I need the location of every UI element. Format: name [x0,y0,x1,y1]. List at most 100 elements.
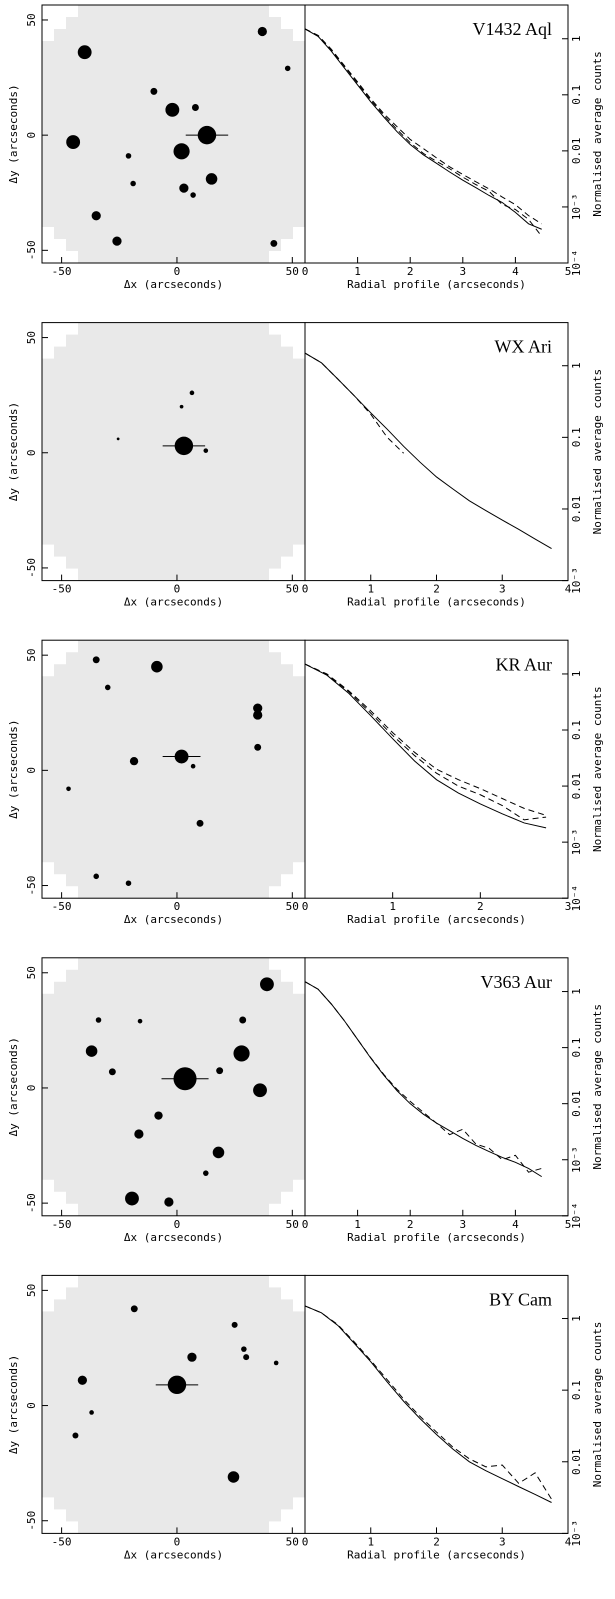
star [130,1305,138,1313]
x-tick-label: -50 [52,1535,72,1548]
star [187,1352,197,1362]
y-tick-label: 1 [570,988,583,995]
y-tick-label: 10⁻⁴ [570,1203,583,1230]
profile-line [304,28,542,230]
x-axis-label: Δx (arcseconds) [124,1231,223,1244]
x-tick-label: 50 [286,1535,299,1548]
star [92,656,100,664]
y-tick-label: 10⁻³ [570,829,583,856]
y-tick-label: 10⁻³ [570,1146,583,1173]
image-field [42,957,305,1216]
star [95,1017,102,1023]
y-tick-label: 0.1 [570,1380,583,1400]
star [164,1197,174,1207]
y-tick-label: 10⁻³ [570,1520,583,1547]
y-axis-label: Δy (arcseconds) [7,84,20,183]
plot-area [304,957,569,1217]
star [260,977,274,992]
star [137,1018,143,1024]
y-tick-label: 50 [25,1284,38,1297]
plot-area [304,322,569,582]
y-tick-label: 1 [570,35,583,42]
x-axis-label: Δx (arcseconds) [124,913,223,926]
profile-line [304,28,543,237]
y-tick-label: 0.01 [570,773,583,800]
y-tick-label: -50 [25,1511,38,1531]
x-tick-label: 2 [407,1218,414,1231]
star [134,1129,144,1139]
y-axis-label: Δy (arcseconds) [7,1355,20,1454]
star [205,173,218,185]
x-tick-label: 4 [512,265,519,278]
x-tick-label: 3 [459,1218,466,1231]
x-tick-label: 0 [302,1218,309,1231]
x-tick-label: 2 [433,1535,440,1548]
x-tick-label: 0 [174,1218,181,1231]
y-tick-label: 10⁻⁴ [570,250,583,277]
image-field [42,5,305,263]
y-tick-label: 0.1 [570,427,583,447]
x-tick-label: 3 [499,583,506,596]
profile-line [304,1305,552,1503]
y-axis-label: Normalised average counts [591,369,604,535]
x-tick-label: 1 [367,583,374,596]
x-tick-label: 5 [565,265,572,278]
x-tick-label: 0 [174,265,181,278]
x-tick-label: 2 [407,265,414,278]
star [125,880,132,886]
y-tick-label: 10⁻³ [570,567,583,594]
x-tick-label: 0 [174,900,181,913]
x-tick-label: 4 [565,1535,572,1548]
chart-title: V1432 Aql [472,19,552,39]
star [190,763,196,769]
chart-title: WX Ari [495,337,553,357]
star [91,211,101,221]
y-tick-label: 10⁻³ [570,194,583,221]
x-tick-label: 1 [354,1218,361,1231]
y-tick-label: 0 [25,1085,38,1092]
star [72,1432,79,1439]
x-tick-label: -50 [52,265,72,278]
plot-area [304,639,569,899]
y-tick-label: -50 [25,558,38,578]
x-tick-label: 0 [302,900,309,913]
x-tick-label: 1 [389,900,396,913]
image-field [42,640,305,899]
y-tick-label: -50 [25,876,38,896]
x-axis-label: Δx (arcseconds) [124,278,223,291]
star [125,1191,139,1206]
x-tick-label: 50 [286,1218,299,1231]
star [212,1146,225,1159]
x-tick-label: 2 [477,900,484,913]
star [93,873,99,880]
x-axis-label: Radial profile (arcseconds) [347,1231,526,1244]
star [129,756,139,766]
star [239,1016,247,1024]
x-tick-label: 0 [302,583,309,596]
star [125,153,132,159]
star [179,404,184,409]
star [108,1068,116,1076]
y-tick-label: 0.1 [570,1038,583,1058]
y-tick-label: 0 [25,767,38,774]
y-tick-label: 0.01 [570,138,583,165]
y-tick-label: 50 [25,331,38,344]
profile-line [304,1305,552,1500]
y-tick-label: -50 [25,1193,38,1213]
y-tick-label: 0.1 [570,720,583,740]
y-tick-label: 0.01 [570,496,583,523]
y-axis-label: Normalised average counts [591,686,604,852]
profile-line [304,352,404,454]
y-tick-label: 50 [25,13,38,26]
stars [66,656,263,886]
star [165,102,180,117]
star [151,660,163,673]
star [231,1321,238,1328]
star [154,1111,163,1120]
star [66,786,71,792]
y-tick-label: 1 [570,362,583,369]
y-tick-label: 1 [570,1315,583,1322]
y-tick-label: 0.01 [570,1449,583,1476]
star [130,180,136,187]
